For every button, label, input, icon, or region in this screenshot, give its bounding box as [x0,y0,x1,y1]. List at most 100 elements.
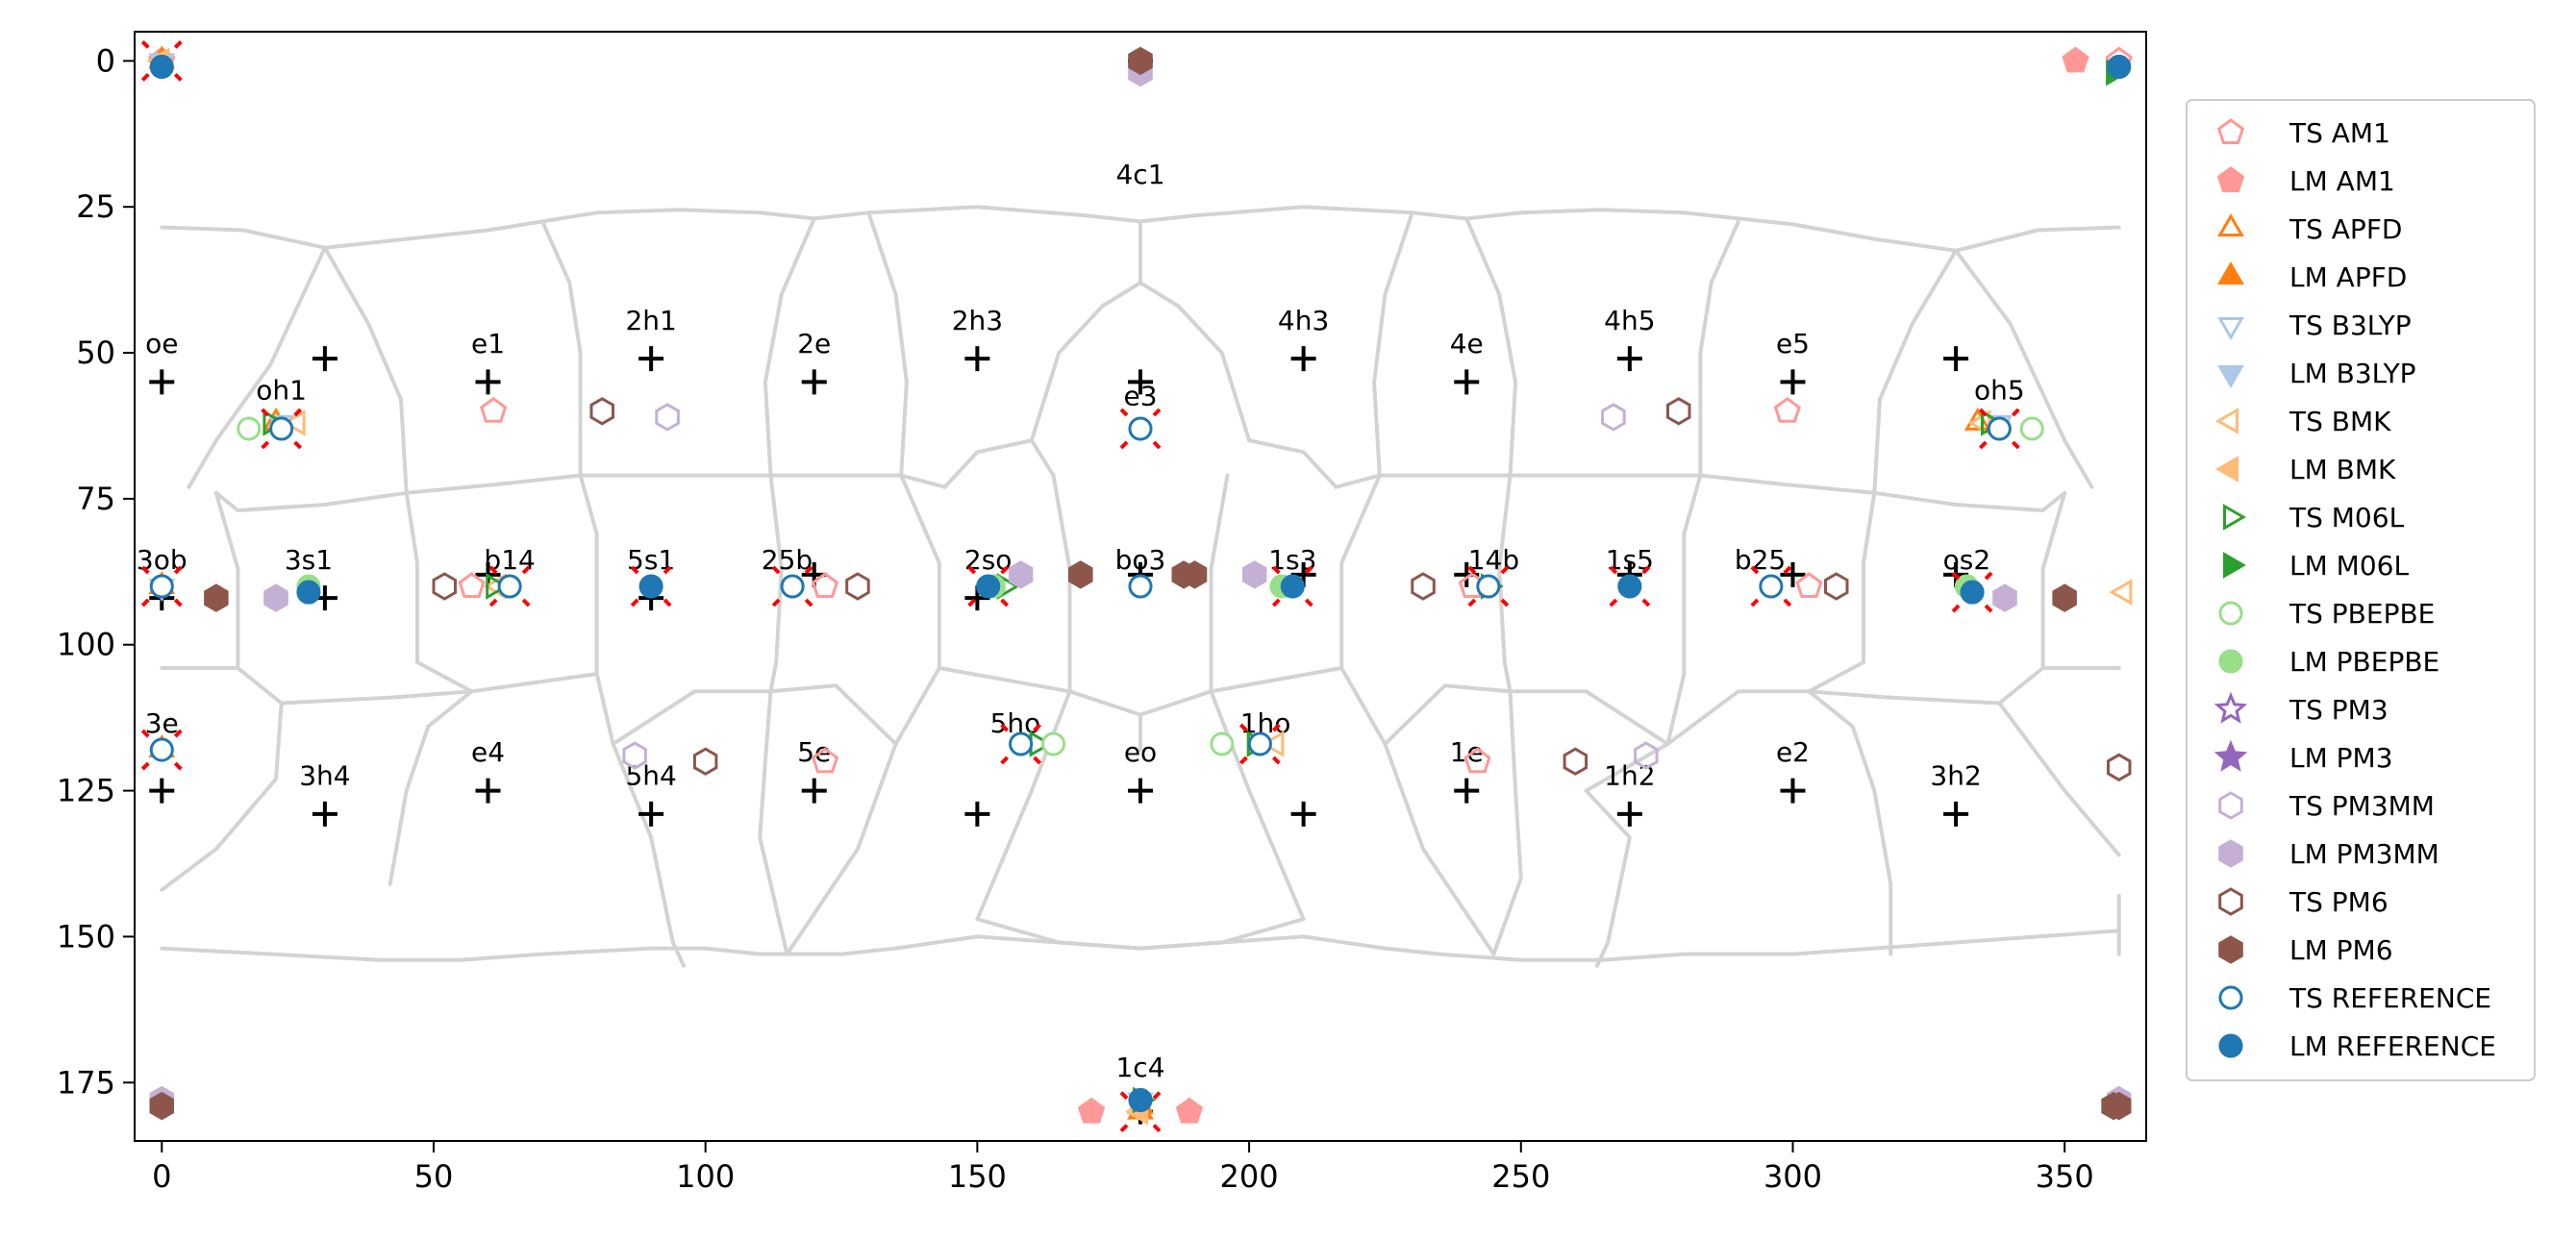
reference-tick [173,761,183,771]
legend-label: TS BMK [2288,406,2391,437]
data-point [486,573,510,600]
legend-entry: TS B3LYP [2217,310,2412,341]
boundary-line-44 [1508,689,1670,746]
legend-label: TS M06L [2288,502,2405,533]
data-point [1617,574,1642,599]
boundary-line-56 [1997,701,2121,857]
legend-entry: LM BMK [2215,454,2396,485]
structure-label: 4e [1450,328,1484,359]
reference-tick [1783,598,1792,607]
boundary-line-14 [611,689,773,746]
data-point [1960,580,1985,605]
boundary-line-51 [1584,742,1670,968]
reference-tick [293,440,303,450]
y-tick-label: 0 [96,42,115,79]
data-point [1666,397,1691,426]
data-point [1242,560,1267,589]
reference-tick [1978,440,1988,450]
data-point [1247,731,1272,756]
data-point [282,409,306,436]
boundary-line-39 [1464,216,1518,478]
reference-tick [630,565,639,575]
reference-tick [1609,565,1618,575]
data-point [2052,583,2077,612]
structure-label: oe [145,328,178,359]
boundary-line-8 [404,490,474,694]
structure-label: e4 [471,736,505,768]
legend-marker [2218,649,2243,674]
center-marker [801,369,827,395]
reference-tick [663,565,672,575]
boundary-line-32 [1247,438,1382,489]
reference-tick [1033,723,1042,732]
data-point [1463,747,1491,774]
reference-tick [488,565,498,575]
reference-mark [140,729,183,771]
data-point [780,574,805,599]
legend-entry: TS BMK [2215,406,2391,437]
reference-tick [173,729,183,738]
reference-mark [1609,565,1651,607]
boundary-line-9 [388,689,474,886]
boundary-line-19 [893,473,941,746]
y-tick-label: 125 [57,773,115,809]
legend-entry: LM APFD [2217,261,2407,293]
legend-marker [2217,213,2244,236]
data-point [480,396,508,423]
boundary-line-26 [937,666,1072,694]
boundary-line-25 [1051,473,1072,694]
legend-box [2186,99,2536,1081]
legend-label: TS AM1 [2288,117,2390,149]
data-point [1128,416,1153,441]
center-marker [964,346,990,372]
data-point [1563,747,1588,776]
x-tick-label: 250 [1491,1158,1550,1195]
reference-tick [771,598,781,607]
series-lm-reference [149,54,2132,1113]
data-point [1261,731,1285,757]
legend-marker [2215,408,2238,434]
center-marker [1454,369,1480,395]
reference-tick [1152,408,1162,417]
data-point [1992,583,2017,612]
center-marker [1780,778,1806,804]
reference-tick [521,565,531,575]
reference-tick [261,440,270,450]
legend-marker [2217,261,2244,285]
structure-label: b25 [1735,544,1786,576]
reference-tick [1000,756,1010,765]
boundary-line-57 [160,929,2121,962]
data-point [1601,403,1626,432]
series-ts-bmk [282,409,2133,757]
reference-tick [1641,598,1651,607]
reference-tick [1978,408,1988,417]
cell-boundaries [160,205,2121,968]
legend-marker [2218,1033,2243,1058]
data-point [458,572,486,598]
reference-mark [967,565,1010,607]
boundary-line-34 [1339,473,1388,746]
data-point [149,574,174,599]
series-ts-pm6 [432,397,2132,782]
data-point [269,416,294,441]
y-tick-label: 75 [76,481,115,517]
reference-tick [1304,565,1313,575]
data-point [1759,574,1784,599]
center-marker [638,346,664,372]
legend-marker [2218,839,2243,868]
structure-label: 4h5 [1604,305,1655,336]
reference-tick [1119,1124,1129,1133]
series-ts-pbepbe [237,416,2044,756]
legend-label: LM BMK [2289,454,2396,485]
reference-mark [1238,723,1281,765]
legend-marker [2217,365,2244,388]
boundary-line-31 [975,917,1306,951]
legend-label: TS REFERENCE [2288,982,2491,1014]
reference-mark [1467,565,1510,607]
legend-marker [2217,317,2244,340]
reference-tick [630,598,639,607]
legend[interactable]: TS AM1 LM AM1 TS APFD LM APFD TS B3LYP LM B3L… [2186,99,2536,1081]
legend-entry: TS PM6 [2218,886,2388,918]
reference-mark [771,565,813,607]
legend-label: LM PM3 [2289,742,2393,774]
